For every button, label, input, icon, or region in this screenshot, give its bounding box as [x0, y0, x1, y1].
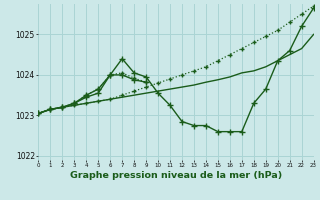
X-axis label: Graphe pression niveau de la mer (hPa): Graphe pression niveau de la mer (hPa) — [70, 171, 282, 180]
